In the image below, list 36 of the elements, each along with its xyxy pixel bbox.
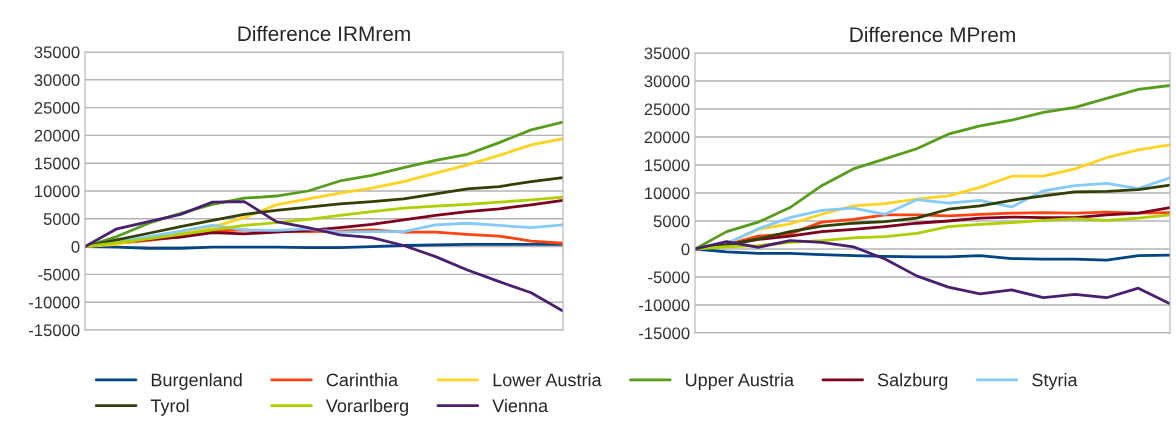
y-tick-label: 30000 — [34, 74, 80, 86]
y-tick-label: 25000 — [644, 103, 690, 116]
chart-title: Difference IRMrem — [238, 25, 410, 42]
line-series — [85, 200, 563, 313]
legend-label: Burgenland — [151, 373, 242, 390]
legend-label: Vorarlberg — [325, 398, 408, 416]
y-tick-label: -5000 — [38, 268, 80, 281]
legend-label: Lower Austria — [493, 373, 602, 387]
y-tick-label: 25000 — [34, 102, 80, 114]
y-tick-label: 5000 — [43, 213, 80, 225]
y-tick-label: -10000 — [28, 296, 80, 309]
line-series — [695, 239, 1170, 306]
y-tick-label: 5000 — [653, 215, 690, 228]
y-tick-label: 0 — [681, 243, 690, 256]
legend-label: Vienna — [492, 398, 549, 413]
y-tick-label: 35000 — [644, 47, 690, 60]
legend-label: Styria — [1032, 373, 1078, 390]
y-tick-label: 15000 — [645, 159, 690, 172]
y-tick-label: 20000 — [644, 131, 690, 144]
legend-label: Tyrol — [150, 398, 189, 416]
y-tick-label: 30000 — [644, 75, 690, 88]
y-tick-label: -5000 — [648, 271, 690, 284]
y-tick-label: 10000 — [35, 185, 80, 198]
y-tick-label: 35000 — [34, 46, 80, 59]
legend-label: Carinthia — [326, 373, 399, 387]
y-tick-label: 20000 — [34, 129, 80, 142]
legend-label: Upper Austria — [686, 373, 795, 390]
legend-label: Salzburg — [877, 373, 948, 390]
chart-title: Difference MPrem — [850, 26, 1015, 43]
y-tick-label: 15000 — [35, 157, 80, 170]
y-tick-label: -15000 — [28, 324, 80, 337]
y-tick-label: -15000 — [638, 327, 690, 340]
y-tick-label: 0 — [71, 241, 80, 253]
y-tick-label: -10000 — [638, 299, 690, 312]
line-series — [695, 247, 1170, 262]
y-tick-label: 10000 — [645, 187, 690, 200]
